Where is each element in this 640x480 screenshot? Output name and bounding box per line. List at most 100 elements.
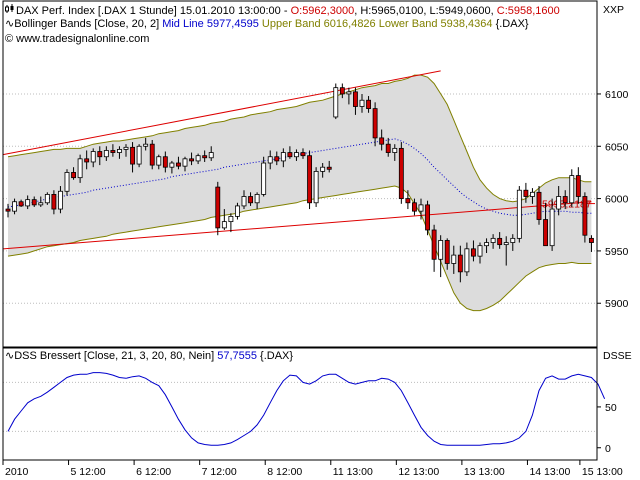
time-label: 13 13:00 <box>464 466 505 478</box>
upper-band-value: Upper Band 6016,4826 <box>261 18 376 30</box>
candle-down <box>176 162 181 167</box>
candle-down <box>31 199 37 206</box>
time-label: 5 12:00 <box>71 466 106 478</box>
trend-line <box>2 70 441 156</box>
candle-down <box>248 196 253 204</box>
candle-down <box>202 155 208 159</box>
time-label: 15 13:00 <box>582 466 623 478</box>
candle-up <box>313 170 319 204</box>
candle-up <box>549 208 555 247</box>
candle-down <box>366 99 371 109</box>
ohlc-open: O:5962,3000 <box>290 5 355 17</box>
candle-up <box>280 152 286 162</box>
candle-up <box>451 254 457 264</box>
candle-up <box>103 150 109 158</box>
price-tick-label: 6050 <box>605 141 629 153</box>
main-legend-line: DAX Perf. Index [.DAX 1 Stunde] 15.01.20… <box>5 4 560 18</box>
time-label: 12 13:00 <box>398 466 439 478</box>
time-label: 11 13:00 <box>333 466 373 478</box>
candle-down <box>575 175 581 197</box>
candle-up <box>556 196 562 210</box>
candle-down <box>405 198 411 204</box>
candle-up <box>530 191 535 197</box>
candle-up <box>241 196 247 207</box>
mid-line-value: Mid Line 5977,4595 <box>162 18 259 30</box>
candle-up <box>490 237 496 243</box>
candle-up <box>136 145 142 165</box>
candle-up <box>569 175 575 204</box>
candle-up <box>44 194 50 204</box>
indicator-suffix: {.DAX} <box>495 18 529 30</box>
main-title: DAX Perf. Index [.DAX 1 Stunde] 15.01.20… <box>16 5 291 17</box>
candle-up <box>77 158 83 179</box>
lower-band-value: Lower Band 5938,4364 <box>378 18 493 30</box>
candle-up <box>169 162 175 168</box>
candle-up <box>477 245 483 257</box>
candle-up <box>156 156 162 166</box>
candle-up <box>182 158 188 167</box>
candle-up <box>418 204 424 212</box>
price-tick-label: 5900 <box>605 298 629 310</box>
candle-up <box>346 91 352 95</box>
candle-up <box>254 194 260 204</box>
candle-up <box>123 146 129 150</box>
candle-down <box>300 152 306 157</box>
dss-label: DSS Bressert [Close, 21, 3, 20, 80, Nein… <box>14 350 215 362</box>
candle-down <box>543 219 548 247</box>
candle-down <box>372 108 378 139</box>
price-tick-label: 6100 <box>605 89 629 101</box>
candle-up <box>484 242 489 247</box>
candle-down <box>353 91 358 107</box>
time-label: 2010 <box>5 466 29 478</box>
trend-line <box>2 201 592 250</box>
bollinger-band-area <box>8 75 592 311</box>
price-tick-label: 5950 <box>605 246 629 258</box>
price-symbol-label: XXP <box>603 4 624 16</box>
candle-down <box>274 156 280 162</box>
time-label: 14 13:00 <box>529 466 570 478</box>
mid-line <box>7 138 592 216</box>
candle-down <box>497 237 503 246</box>
ohlc-high: H:5965,0100 <box>360 5 424 17</box>
candle-up <box>333 87 339 118</box>
time-label: 7 12:00 <box>202 466 237 478</box>
price-marker-label: 5995,2187 <box>542 199 592 211</box>
ohlc-close: C:5958,1600 <box>496 5 560 17</box>
candle-up <box>117 149 122 153</box>
price-pane-frame <box>2 0 598 348</box>
candle-down <box>51 194 57 210</box>
candle-up <box>320 166 326 172</box>
candle-down <box>130 146 135 165</box>
time-label: 6 12:00 <box>136 466 171 478</box>
dss-tick-label: 50 <box>605 402 617 414</box>
candle-down <box>339 87 345 95</box>
candle-up <box>64 172 70 192</box>
candle-down <box>582 196 588 236</box>
candle-down <box>97 151 103 158</box>
ohlc-low: L:5949,0600 <box>429 5 491 17</box>
indicator-name: Bollinger Bands [Close, 20, 2] <box>14 18 160 30</box>
candle-down <box>536 191 542 220</box>
candle-up <box>503 242 509 246</box>
candle-down <box>84 158 90 163</box>
candle-down <box>425 204 430 231</box>
candle-down <box>379 137 385 145</box>
dss-value: 57,7555 <box>217 350 257 362</box>
candle-up <box>438 240 444 260</box>
candle-up <box>58 190 63 210</box>
candle-down <box>189 158 194 162</box>
candle-up <box>464 248 470 273</box>
candle-down <box>385 143 391 153</box>
candle-up <box>294 152 299 158</box>
dss-suffix: {.DAX} <box>260 350 294 362</box>
candle-down <box>471 248 476 257</box>
candle-up <box>221 221 227 229</box>
candle-up <box>261 162 267 195</box>
wave-icon: ∿ <box>5 18 15 30</box>
candle-down <box>457 254 463 273</box>
candle-down <box>110 150 116 153</box>
dss-line <box>7 372 606 446</box>
candle-up <box>208 152 214 159</box>
dss-pane-frame <box>2 347 598 461</box>
